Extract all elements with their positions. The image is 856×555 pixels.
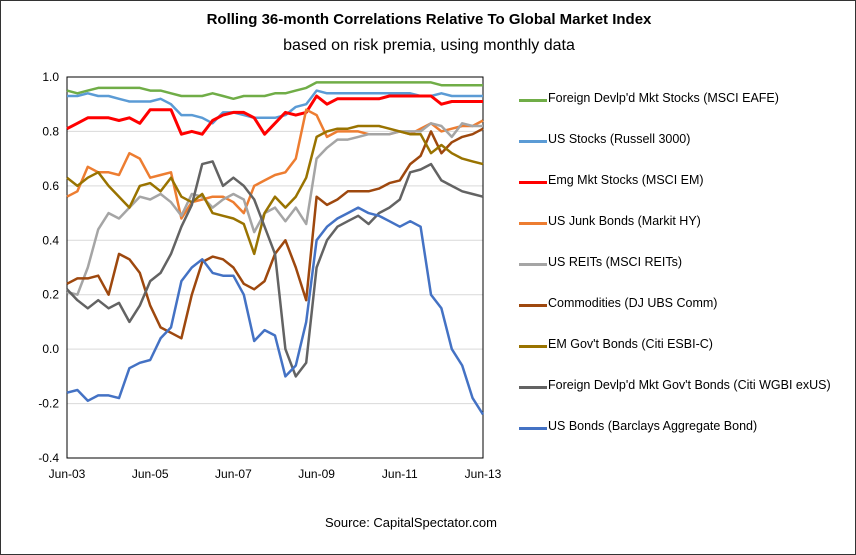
legend-label: US Stocks (Russell 3000): [548, 132, 691, 146]
chart-title: Rolling 36-month Correlations Relative T…: [206, 11, 652, 28]
source-note: Source: CapitalSpectator.com: [325, 515, 497, 530]
y-tick-label: 0.6: [42, 179, 59, 193]
legend-swatch: [519, 222, 547, 225]
legend-swatch: [519, 263, 547, 266]
y-tick-label: -0.2: [38, 397, 59, 411]
series-line: [66, 124, 484, 256]
y-tick-label: 0.0: [42, 342, 59, 356]
series-line: [66, 160, 484, 378]
legend-label: Commodities (DJ UBS Comm): [548, 296, 718, 310]
legend-swatch: [519, 386, 547, 389]
series-line: [66, 81, 483, 101]
x-tick-label: Jun-05: [132, 467, 169, 481]
x-tick-label: Jun-13: [465, 467, 502, 481]
series-line: [66, 206, 485, 416]
legend-label: Emg Mkt Stocks (MSCI EM): [548, 173, 704, 187]
legend-label: EM Gov't Bonds (Citi ESBI-C): [548, 337, 713, 351]
legend-swatch: [519, 345, 547, 348]
legend-label: Foreign Devlp'd Mkt Stocks (MSCI EAFE): [548, 91, 779, 105]
chart-subtitle: based on risk premia, using monthly data: [283, 37, 575, 54]
legend-swatch: [519, 140, 547, 143]
legend-swatch: [519, 427, 547, 430]
plot-area: [66, 76, 484, 459]
legend-swatch: [519, 181, 547, 184]
series-line: [66, 122, 483, 296]
series-line: [66, 94, 483, 136]
x-tick-label: Jun-03: [49, 467, 86, 481]
legend-label: Foreign Devlp'd Mkt Gov't Bonds (Citi WG…: [548, 378, 831, 392]
legend-label: US Bonds (Barclays Aggregate Bond): [548, 419, 758, 433]
y-tick-label: 0.8: [42, 124, 59, 138]
legend-swatch: [519, 99, 547, 102]
x-tick-label: Jun-11: [382, 467, 418, 481]
y-tick-label: 1.0: [42, 70, 59, 84]
y-tick-label: -0.4: [38, 451, 59, 465]
legend-label: US Junk Bonds (Markit HY): [548, 214, 701, 228]
legend-label: US REITs (MSCI REITs): [548, 255, 683, 269]
y-tick-label: 0.2: [42, 288, 59, 302]
series-line: [67, 89, 483, 125]
series-line: [66, 108, 484, 220]
y-tick-label: 0.4: [42, 233, 59, 247]
x-tick-label: Jun-07: [215, 467, 252, 481]
legend-swatch: [519, 304, 547, 307]
x-tick-label: Jun-09: [298, 467, 335, 481]
